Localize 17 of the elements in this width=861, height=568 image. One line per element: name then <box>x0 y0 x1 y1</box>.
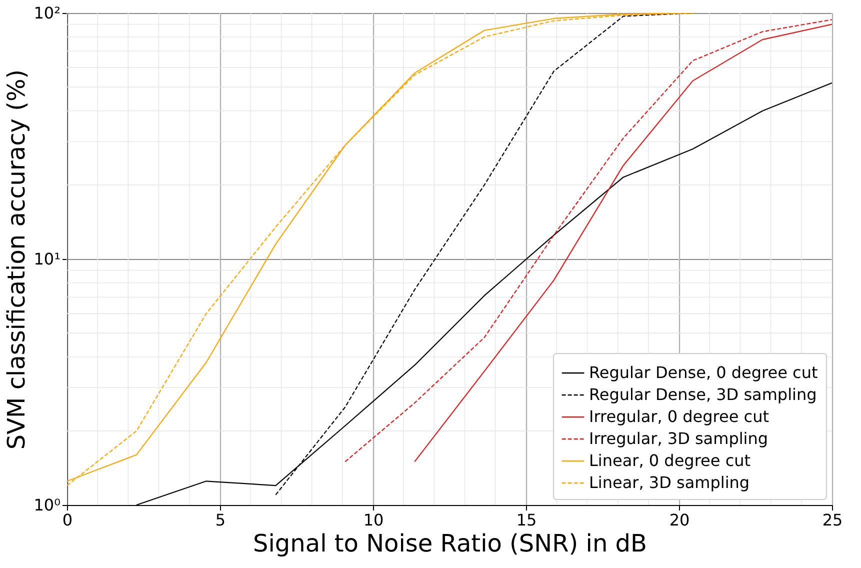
x-tick-label: 25 <box>822 510 843 530</box>
x-tick-label: 15 <box>516 510 537 530</box>
legend-label: Regular Dense, 0 degree cut <box>589 363 818 382</box>
x-tick-label: 20 <box>669 510 690 530</box>
x-tick-label: 0 <box>62 510 73 530</box>
legend-label: Regular Dense, 3D sampling <box>589 385 817 404</box>
legend-label: Linear, 0 degree cut <box>589 451 751 470</box>
y-tick-label: 10⁰ <box>34 496 60 514</box>
y-tick-label: 10² <box>34 4 60 22</box>
x-axis-title: Signal to Noise Ratio (SNR) in dB <box>253 530 647 558</box>
legend-label: Irregular, 3D sampling <box>589 429 768 448</box>
x-tick-label: 5 <box>215 510 226 530</box>
y-tick-label: 10¹ <box>34 250 60 268</box>
x-tick-label: 10 <box>363 510 384 530</box>
y-axis-title: SVM classification accuracy (%) <box>2 69 31 450</box>
legend-label: Irregular, 0 degree cut <box>589 407 770 426</box>
legend-label: Linear, 3D sampling <box>589 473 750 492</box>
